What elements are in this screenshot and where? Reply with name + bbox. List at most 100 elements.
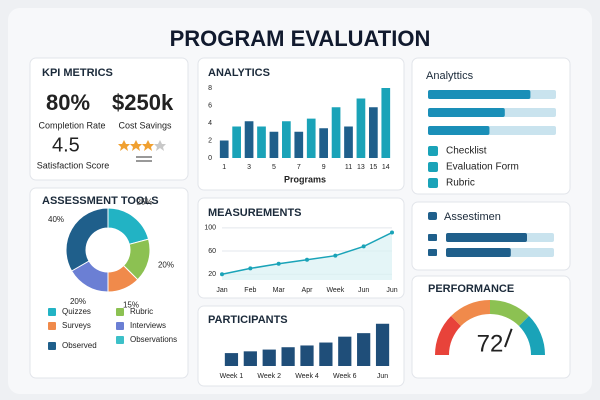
legend-swatch <box>48 342 56 350</box>
progress-bar <box>446 233 527 242</box>
bar <box>300 345 314 366</box>
y-tick-label: 4 <box>208 120 212 127</box>
gauge-band <box>518 316 546 356</box>
x-tick-label: 1 <box>222 164 226 171</box>
x-tick-label: 7 <box>297 164 301 171</box>
x-tick-label: Feb <box>244 287 256 294</box>
legend-swatch <box>48 308 56 316</box>
progress-bar <box>446 248 511 257</box>
bar <box>294 131 304 158</box>
gauge-band <box>489 299 529 327</box>
kpi-label: Satisfaction Score <box>37 160 110 170</box>
legend-swatch <box>116 322 124 330</box>
x-tick-label: 3 <box>247 164 251 171</box>
data-label: 40% <box>48 215 64 224</box>
y-tick-label: 2 <box>208 137 212 144</box>
legend-swatch <box>116 308 124 316</box>
legend-label: Observed <box>62 341 97 350</box>
bar <box>232 126 241 158</box>
legend-label: Quizzes <box>62 307 91 316</box>
bar <box>224 353 239 366</box>
bar <box>375 323 390 366</box>
bar <box>369 107 378 158</box>
x-tick-label: 11 <box>345 164 352 171</box>
panel-title: Assestimen <box>444 211 501 223</box>
legend-swatch <box>428 178 438 188</box>
panel-title: PERFORMANCE <box>428 283 514 295</box>
performance-panel <box>411 275 571 379</box>
kpi-label: Completion Rate <box>38 120 105 130</box>
area <box>222 232 392 280</box>
bar <box>306 118 316 158</box>
x-tick-label: Mar <box>273 287 286 294</box>
y-tick-label: 60 <box>208 248 216 255</box>
kpi-label: Cost Savings <box>118 120 172 130</box>
pie-segment <box>65 207 109 272</box>
bar <box>357 333 371 366</box>
point <box>276 261 281 266</box>
x-tick-label: 5 <box>272 164 276 171</box>
x-tick-label: Week 4 <box>295 373 319 380</box>
bar <box>262 349 276 366</box>
progress-bar <box>428 90 531 99</box>
icon <box>428 212 437 220</box>
kpi-title: KPI METRICS <box>42 67 113 79</box>
x-tick-label: Jun <box>377 373 388 380</box>
gauge-needle <box>504 328 513 348</box>
stars <box>118 140 166 162</box>
bar <box>344 126 353 158</box>
point <box>361 244 366 249</box>
progress-bar <box>428 126 490 135</box>
gauge-value: 72 <box>477 330 504 357</box>
bar <box>244 121 254 158</box>
x-tick-label: 13 <box>357 164 365 171</box>
point <box>305 257 309 262</box>
legend-swatch <box>116 336 124 344</box>
bar <box>282 121 291 158</box>
legend-label: Interviews <box>130 321 166 330</box>
bar <box>319 342 333 366</box>
legend-label: Surveys <box>62 321 91 330</box>
panel-title: Analyttics <box>426 70 474 82</box>
x-tick-label: Week <box>326 287 344 294</box>
legend-swatch <box>48 322 56 330</box>
x-tick-label: Week 6 <box>333 373 357 380</box>
data-label: 20% <box>70 297 86 306</box>
bar <box>381 88 391 158</box>
x-axis-label: Programs <box>284 174 326 184</box>
data-label: 25% <box>137 198 153 207</box>
kpi-value: 80% <box>46 90 90 115</box>
point <box>220 272 224 277</box>
y-tick-label: 100 <box>204 225 216 232</box>
legend-label: Observations <box>130 335 177 344</box>
bar <box>331 107 341 158</box>
x-tick-label: 15 <box>369 164 377 171</box>
x-tick-label: Week 1 <box>220 373 244 380</box>
bullet <box>428 249 437 256</box>
x-tick-label: Jun <box>386 287 397 294</box>
y-tick-label: 0 <box>208 155 212 162</box>
bar <box>257 126 266 158</box>
legend-swatch <box>428 146 438 156</box>
y-tick-label: 20 <box>208 271 216 278</box>
x-tick-label: Jan <box>216 287 227 294</box>
progress-bar <box>428 108 505 117</box>
chart-title: MEASUREMENTS <box>208 207 302 219</box>
data-label: 15% <box>123 301 139 310</box>
kpi-value: $250k <box>112 90 174 115</box>
y-tick-label: 6 <box>208 102 212 109</box>
point <box>248 266 253 271</box>
legend-label: Checklist <box>446 146 487 157</box>
x-tick-label: 14 <box>382 164 390 171</box>
chart-title: PARTICIPANTS <box>208 314 288 326</box>
bar <box>281 347 295 366</box>
bar <box>269 131 279 158</box>
legend-label: Evaluation Form <box>446 162 519 173</box>
chart-title: ASSESSMENT TOOLS <box>42 195 159 207</box>
y-tick-label: 8 <box>208 85 212 92</box>
point <box>390 230 394 235</box>
bar <box>319 128 328 158</box>
page-title: PROGRAM EVALUATION <box>170 26 431 51</box>
x-tick-label: Jun <box>358 287 369 294</box>
